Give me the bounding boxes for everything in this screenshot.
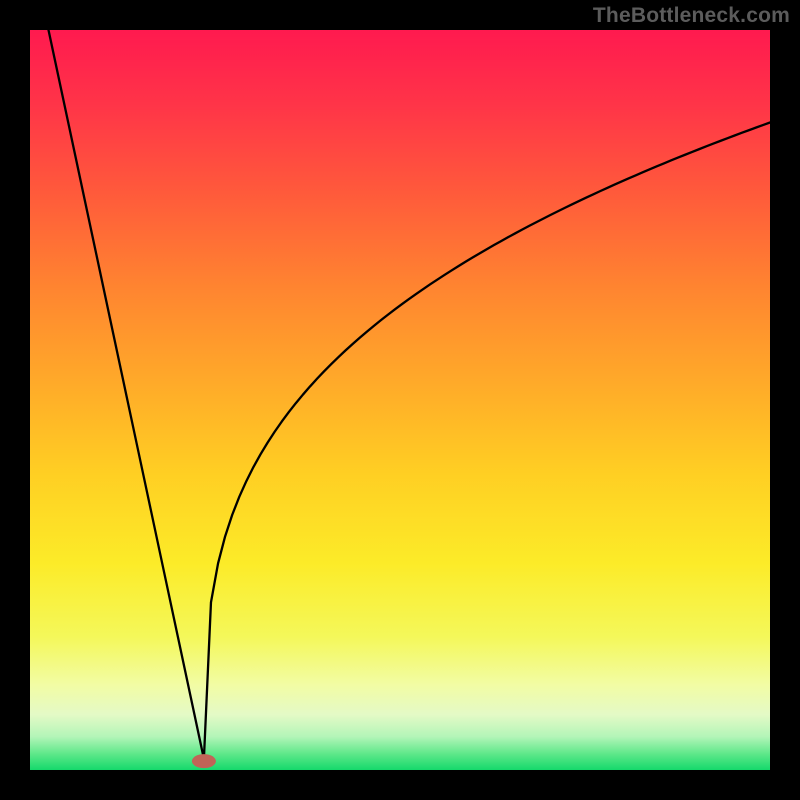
gradient-background: [30, 30, 770, 770]
minimum-marker: [192, 754, 216, 768]
plot-svg: [30, 30, 770, 770]
watermark-text: TheBottleneck.com: [593, 4, 790, 28]
chart-container: TheBottleneck.com: [0, 0, 800, 800]
